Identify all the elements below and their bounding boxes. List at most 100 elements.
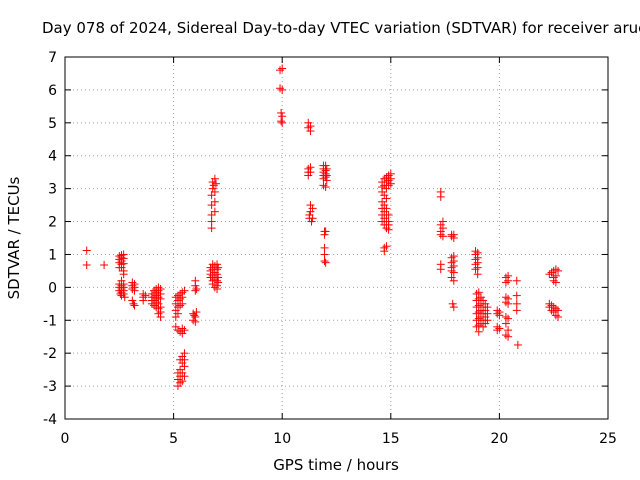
data-point	[495, 324, 504, 333]
data-point	[82, 260, 91, 269]
data-point	[100, 260, 109, 269]
data-point	[448, 299, 457, 308]
data-point	[211, 179, 220, 188]
chart-title: Day 078 of 2024, Sidereal Day-to-day VTE…	[42, 19, 640, 37]
data-point	[321, 182, 330, 191]
data-point	[139, 296, 148, 305]
y-tick-label: -1	[43, 313, 57, 329]
data-point	[501, 331, 510, 340]
data-point	[512, 276, 521, 285]
data-point	[386, 179, 395, 188]
data-point	[513, 340, 522, 349]
data-point	[436, 192, 445, 201]
data-point	[207, 210, 216, 219]
data-point	[321, 173, 330, 182]
data-point	[551, 278, 560, 287]
data-point	[512, 306, 521, 315]
data-point	[119, 289, 128, 298]
data-point	[210, 174, 219, 183]
data-point	[277, 108, 286, 117]
data-point	[277, 117, 286, 126]
data-point	[82, 246, 91, 255]
data-point	[512, 291, 521, 300]
data-point	[308, 204, 317, 213]
x-tick-label: 0	[61, 431, 70, 447]
y-axis-label: SDTVAR / TECUs	[5, 176, 23, 299]
data-point	[180, 362, 189, 371]
y-tick-label: -4	[43, 412, 57, 428]
data-point	[321, 227, 330, 236]
data-point	[120, 293, 129, 302]
data-point	[191, 286, 200, 295]
data-point	[447, 232, 456, 241]
y-tick-label: 2	[48, 215, 57, 231]
data-point	[207, 201, 216, 210]
data-point	[129, 299, 138, 308]
data-point	[141, 291, 150, 300]
data-point	[501, 278, 510, 287]
x-tick-label: 5	[169, 431, 178, 447]
data-point	[156, 312, 165, 321]
data-point	[320, 230, 329, 239]
data-point	[382, 194, 391, 203]
data-point	[130, 301, 139, 310]
axis-ticks: -4 -3 -2 -1 0 1 2 3 4 5 6 7 0 5 10 15 20 25	[43, 50, 617, 447]
y-tick-label: 3	[48, 182, 57, 198]
x-axis-label: GPS time / hours	[273, 456, 399, 474]
data-point	[276, 84, 285, 93]
data-point	[192, 308, 201, 317]
data-point	[449, 303, 458, 312]
x-tick-label: 20	[490, 431, 508, 447]
data-point	[192, 285, 201, 294]
data-point	[180, 286, 189, 295]
y-tick-label: 5	[48, 116, 57, 132]
data-point	[176, 301, 185, 310]
grid	[65, 57, 608, 419]
data-point	[276, 66, 285, 75]
data-point	[449, 268, 458, 277]
data-point	[213, 285, 222, 294]
data-point	[554, 312, 563, 321]
data-point	[180, 372, 189, 381]
data-point	[554, 266, 563, 275]
data-point	[119, 270, 128, 279]
data-point	[214, 263, 223, 272]
y-tick-label: 4	[48, 149, 57, 165]
data-point	[322, 176, 331, 185]
y-tick-label: -3	[43, 379, 57, 395]
data-point	[119, 259, 128, 268]
data-point	[191, 317, 200, 326]
data-point	[471, 265, 480, 274]
data-point	[210, 197, 219, 206]
data-point	[180, 326, 189, 335]
data-point	[307, 217, 316, 226]
x-tick-label: 10	[273, 431, 291, 447]
data-point	[438, 224, 447, 233]
data-point	[438, 232, 447, 241]
data-point	[483, 316, 492, 325]
data-point	[308, 214, 317, 223]
x-tick-label: 15	[382, 431, 400, 447]
y-tick-label: 1	[48, 247, 57, 263]
data-point	[306, 168, 315, 177]
data-point	[436, 265, 445, 274]
data-point	[473, 270, 482, 279]
data-point	[504, 314, 513, 323]
data-point	[495, 311, 504, 320]
data-point	[449, 276, 458, 285]
plot-frame	[64, 56, 609, 420]
data-point	[207, 191, 216, 200]
data-point	[156, 294, 165, 303]
data-point	[128, 296, 137, 305]
data-point	[210, 187, 219, 196]
data-point	[173, 309, 182, 318]
data-point	[178, 377, 187, 386]
x-tick-label: 25	[599, 431, 617, 447]
data-point	[501, 319, 510, 328]
data-point	[306, 127, 315, 136]
y-tick-label: -2	[43, 346, 57, 362]
data-point	[504, 299, 513, 308]
data-point	[382, 242, 391, 251]
data-point	[210, 207, 219, 216]
